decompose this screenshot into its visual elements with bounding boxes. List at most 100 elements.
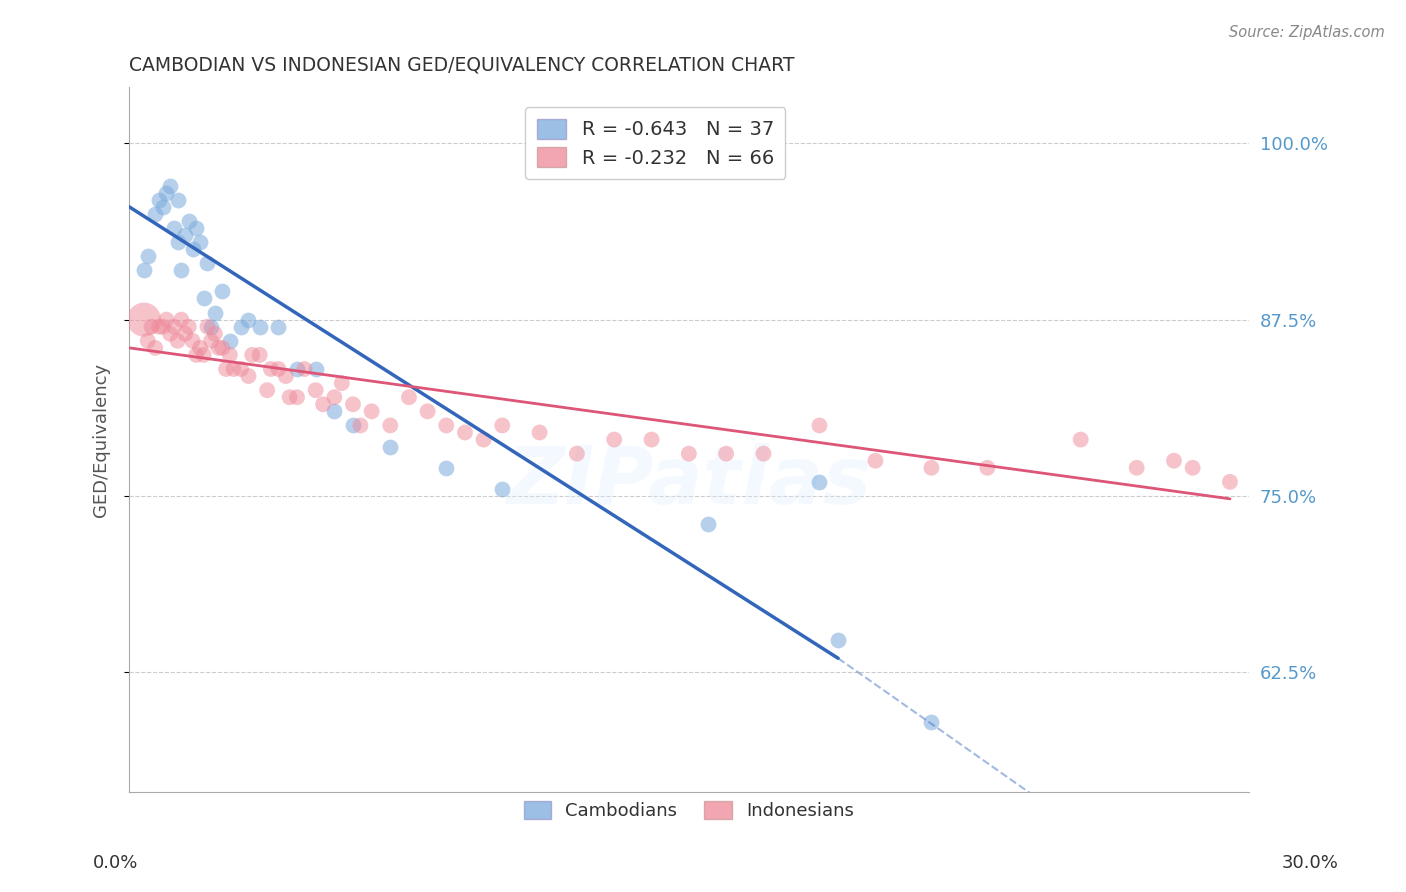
Point xyxy=(229,319,252,334)
Point xyxy=(305,383,328,397)
Point xyxy=(565,447,588,461)
Point xyxy=(163,221,186,235)
Point xyxy=(305,362,328,376)
Text: CAMBODIAN VS INDONESIAN GED/EQUIVALENCY CORRELATION CHART: CAMBODIAN VS INDONESIAN GED/EQUIVALENCY … xyxy=(129,55,794,74)
Point xyxy=(342,418,364,433)
Text: Source: ZipAtlas.com: Source: ZipAtlas.com xyxy=(1229,25,1385,40)
Point xyxy=(148,193,170,207)
Point xyxy=(976,460,998,475)
Point xyxy=(1070,433,1092,447)
Point xyxy=(349,418,371,433)
Point xyxy=(170,312,193,326)
Point xyxy=(136,334,159,348)
Point xyxy=(249,319,271,334)
Point xyxy=(215,362,238,376)
Point xyxy=(132,263,155,277)
Point xyxy=(360,404,382,418)
Point xyxy=(678,447,700,461)
Point xyxy=(159,178,181,193)
Point xyxy=(155,312,177,326)
Text: 30.0%: 30.0% xyxy=(1282,855,1339,872)
Point xyxy=(342,397,364,411)
Point xyxy=(136,249,159,263)
Point xyxy=(177,319,200,334)
Text: 0.0%: 0.0% xyxy=(93,855,138,872)
Point xyxy=(222,362,245,376)
Point xyxy=(285,390,308,404)
Point xyxy=(323,404,346,418)
Point xyxy=(186,221,208,235)
Point xyxy=(529,425,551,440)
Point xyxy=(197,256,219,270)
Point xyxy=(380,440,402,454)
Point xyxy=(238,312,260,326)
Point xyxy=(163,319,186,334)
Point xyxy=(267,319,290,334)
Point xyxy=(166,193,188,207)
Text: ZIPatlas: ZIPatlas xyxy=(506,443,872,521)
Point xyxy=(240,348,263,362)
Point xyxy=(454,425,477,440)
Point xyxy=(188,341,211,355)
Point xyxy=(827,632,849,647)
Point xyxy=(218,348,240,362)
Point xyxy=(294,362,316,376)
Point xyxy=(920,460,942,475)
Point xyxy=(434,418,457,433)
Point xyxy=(193,292,215,306)
Point xyxy=(1181,460,1204,475)
Point xyxy=(170,263,193,277)
Point xyxy=(166,235,188,249)
Point xyxy=(188,235,211,249)
Point xyxy=(186,348,208,362)
Point xyxy=(696,517,718,532)
Point xyxy=(1219,475,1241,489)
Point xyxy=(143,207,166,221)
Point xyxy=(152,200,174,214)
Point xyxy=(256,383,278,397)
Point xyxy=(267,362,290,376)
Point xyxy=(274,369,297,384)
Point xyxy=(323,390,346,404)
Point xyxy=(174,326,197,341)
Point xyxy=(181,334,204,348)
Point xyxy=(204,326,226,341)
Point xyxy=(491,482,513,496)
Point xyxy=(218,334,240,348)
Point xyxy=(312,397,335,411)
Point xyxy=(330,376,353,391)
Point xyxy=(155,186,177,200)
Point xyxy=(159,326,181,341)
Point xyxy=(174,227,197,242)
Point xyxy=(211,285,233,299)
Point xyxy=(193,348,215,362)
Point xyxy=(380,418,402,433)
Point xyxy=(211,341,233,355)
Point xyxy=(177,214,200,228)
Point xyxy=(260,362,283,376)
Point xyxy=(249,348,271,362)
Y-axis label: GED/Equivalency: GED/Equivalency xyxy=(93,362,110,516)
Point xyxy=(238,369,260,384)
Point xyxy=(197,319,219,334)
Point xyxy=(472,433,495,447)
Point xyxy=(208,341,231,355)
Point xyxy=(1125,460,1147,475)
Point xyxy=(434,460,457,475)
Point xyxy=(491,418,513,433)
Point xyxy=(640,433,662,447)
Point xyxy=(285,362,308,376)
Point xyxy=(148,319,170,334)
Point xyxy=(200,334,222,348)
Point xyxy=(204,305,226,319)
Point xyxy=(603,433,626,447)
Point xyxy=(152,319,174,334)
Point xyxy=(398,390,420,404)
Point xyxy=(1163,454,1185,468)
Point xyxy=(200,319,222,334)
Point xyxy=(143,341,166,355)
Point xyxy=(752,447,775,461)
Point xyxy=(920,714,942,729)
Point xyxy=(714,447,737,461)
Point xyxy=(278,390,301,404)
